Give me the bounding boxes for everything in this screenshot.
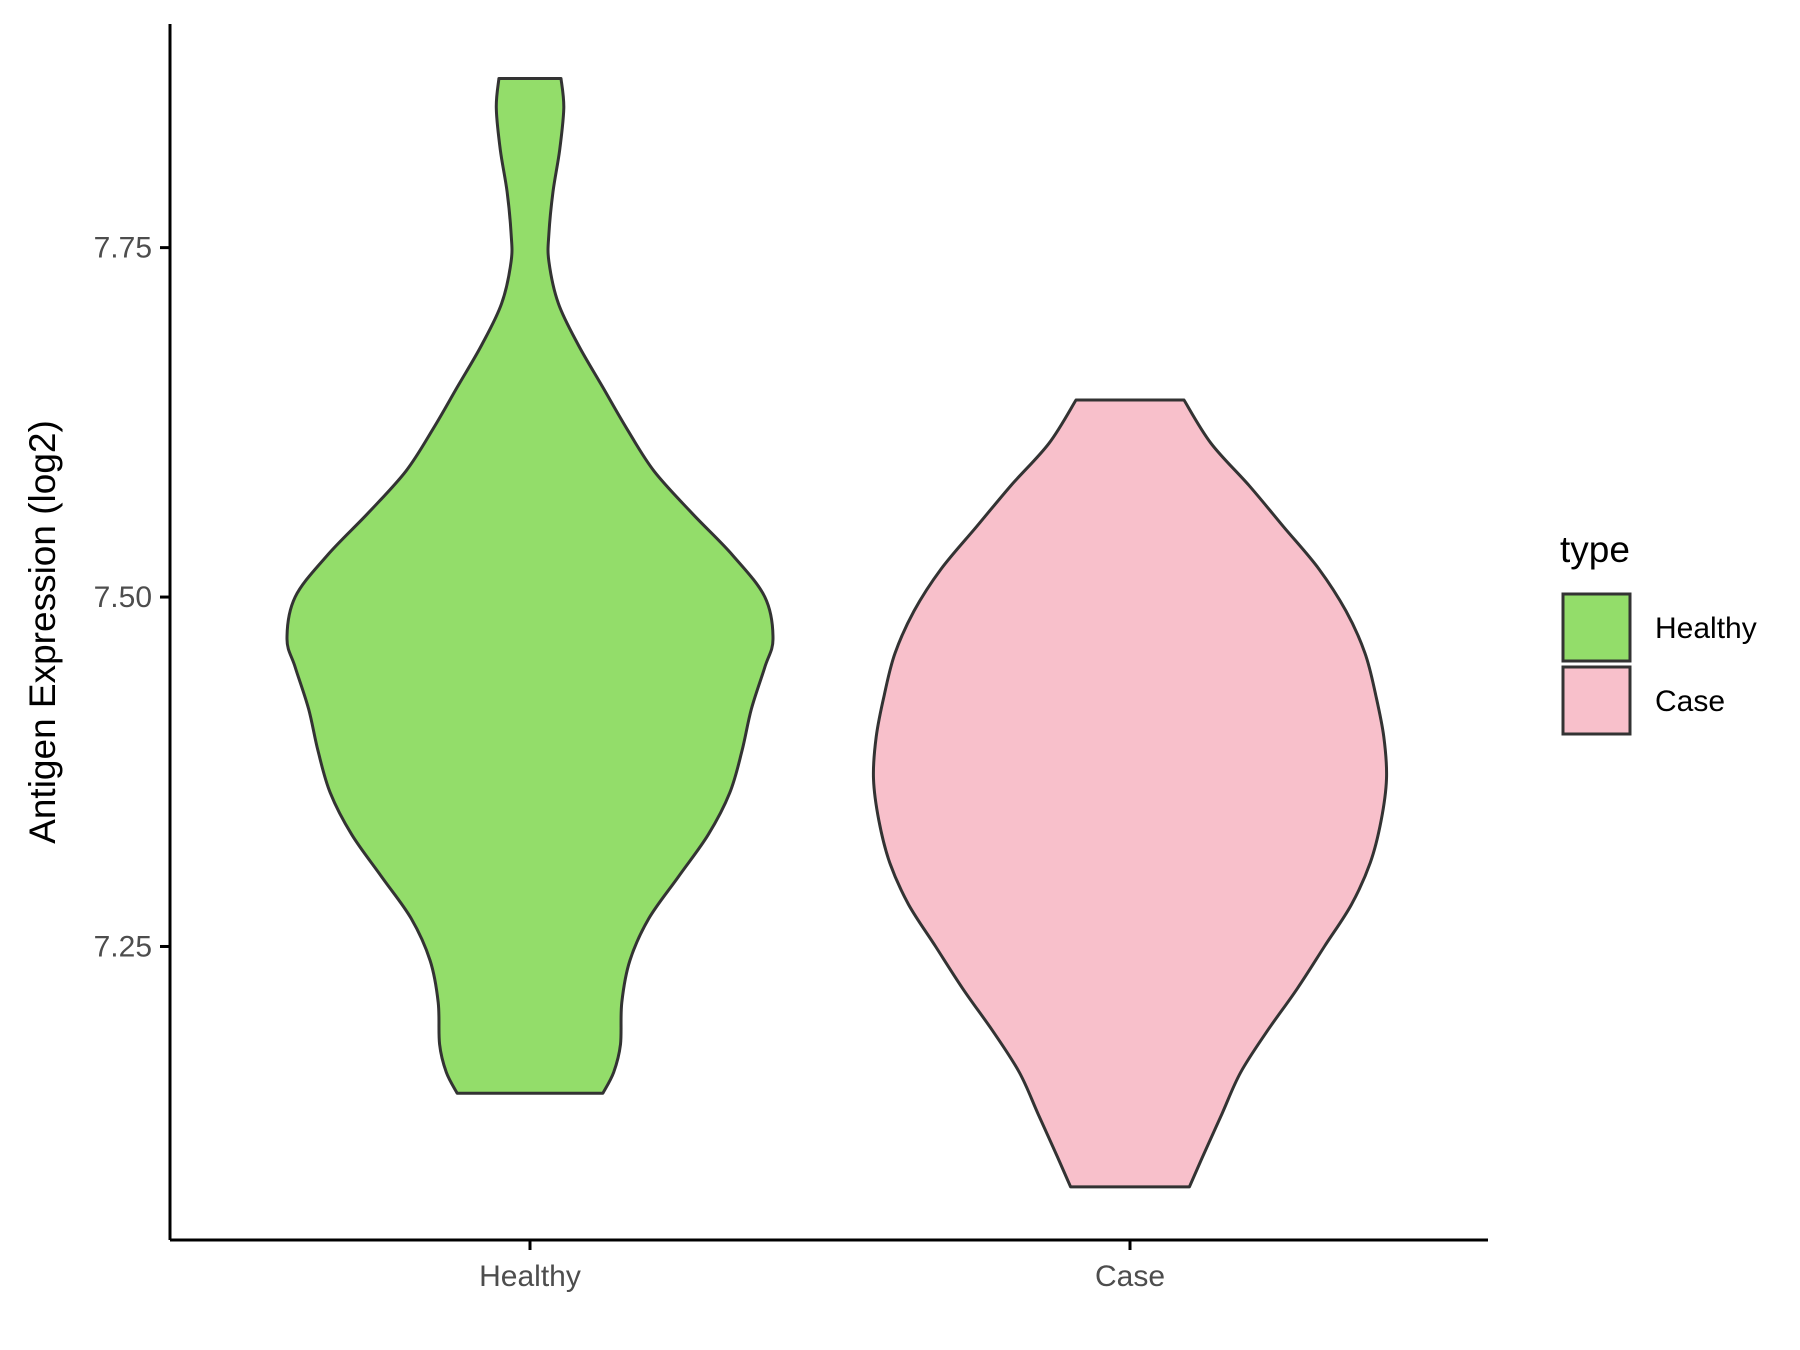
- y-ticks: 7.25 7.50 7.75: [94, 232, 170, 963]
- legend-title: type: [1560, 529, 1630, 570]
- legend-label-case: Case: [1655, 685, 1725, 718]
- y-tick-label: 7.50: [94, 581, 152, 614]
- legend-label-healthy: Healthy: [1655, 612, 1757, 645]
- violin-case: [871, 398, 1389, 1189]
- legend-entries: Healthy Case: [1561, 592, 1757, 736]
- violin-healthy: [285, 77, 775, 1095]
- y-tick-label: 7.25: [94, 930, 152, 963]
- x-ticks: Healthy Case: [479, 1240, 1165, 1293]
- legend: type Healthy Case: [1560, 529, 1757, 736]
- y-tick-label: 7.75: [94, 232, 152, 265]
- x-tick-label: Healthy: [479, 1260, 581, 1293]
- legend-swatch-healthy: [1561, 592, 1632, 663]
- legend-swatch-case: [1561, 665, 1632, 736]
- violins: [285, 77, 1389, 1189]
- x-tick-label: Case: [1095, 1260, 1165, 1293]
- y-axis-title: Antigen Expression (log2): [22, 420, 63, 844]
